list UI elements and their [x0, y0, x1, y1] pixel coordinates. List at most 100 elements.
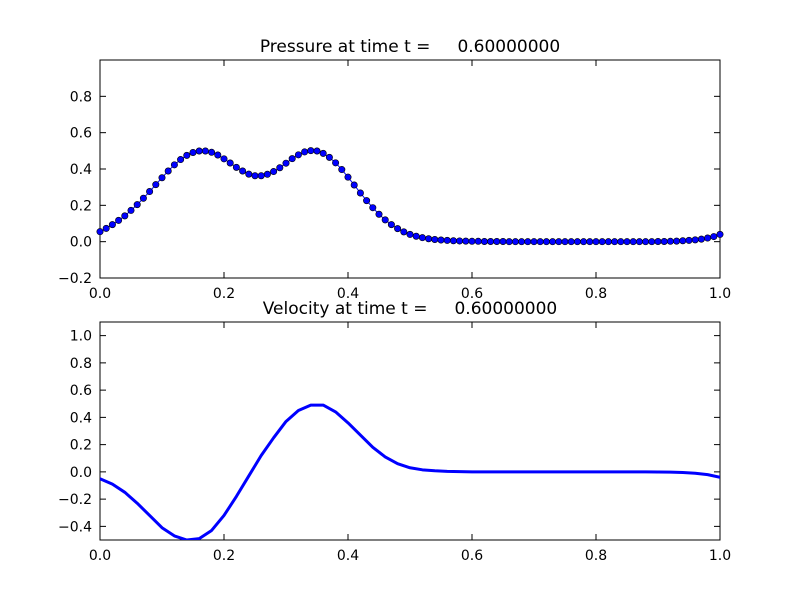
- data-point: [257, 172, 265, 180]
- data-point: [505, 238, 513, 246]
- data-point: [96, 228, 104, 236]
- data-point: [586, 238, 594, 246]
- y-tick-label: 0.8: [70, 356, 92, 372]
- data-point: [431, 235, 439, 243]
- data-point: [499, 237, 507, 245]
- data-point: [642, 238, 650, 246]
- data-point: [108, 221, 116, 229]
- y-tick-label: 0.8: [70, 89, 92, 105]
- data-point: [660, 237, 668, 245]
- y-tick-label: −0.2: [58, 492, 92, 508]
- x-tick-label: 0.0: [89, 548, 111, 564]
- data-point: [356, 189, 364, 197]
- data-point: [623, 238, 631, 246]
- x-tick-label: 0.4: [337, 286, 359, 302]
- data-point: [462, 237, 470, 245]
- y-tick-label: 0.4: [70, 162, 92, 178]
- data-point: [239, 167, 247, 175]
- x-tick-label: 0.2: [213, 286, 235, 302]
- data-point: [139, 194, 147, 202]
- data-point: [319, 149, 327, 157]
- data-point: [313, 147, 321, 155]
- data-point: [152, 181, 160, 189]
- y-tick-label: −0.4: [58, 519, 92, 535]
- data-point: [468, 237, 476, 245]
- data-point: [561, 238, 569, 246]
- data-point: [288, 155, 296, 163]
- data-point: [573, 238, 581, 246]
- data-point: [325, 153, 333, 161]
- data-point: [443, 236, 451, 244]
- data-point: [487, 237, 495, 245]
- data-point: [679, 237, 687, 245]
- y-tick-label: 0.0: [70, 465, 92, 481]
- data-point: [121, 212, 129, 220]
- data-point: [350, 181, 358, 189]
- y-tick-label: 0.0: [70, 235, 92, 251]
- y-tick-label: 0.6: [70, 383, 92, 399]
- data-point: [611, 238, 619, 246]
- x-tick-label: 0.4: [337, 548, 359, 564]
- data-point: [400, 228, 408, 236]
- data-point: [555, 238, 563, 246]
- data-point: [183, 151, 191, 159]
- data-point: [412, 232, 420, 240]
- data-point: [406, 230, 414, 238]
- data-point: [511, 238, 519, 246]
- data-point: [208, 148, 216, 156]
- x-tick-label: 0.6: [461, 286, 483, 302]
- y-tick-label: 0.2: [70, 198, 92, 214]
- data-point: [158, 174, 166, 182]
- data-point: [170, 161, 178, 169]
- data-point: [691, 236, 699, 244]
- data-point: [449, 237, 457, 245]
- data-point: [685, 236, 693, 244]
- data-point: [332, 159, 340, 167]
- y-tick-label: 1.0: [70, 329, 92, 345]
- series-line: [100, 403, 720, 540]
- data-point: [251, 172, 259, 180]
- data-point: [474, 237, 482, 245]
- x-tick-label: 0.6: [461, 548, 483, 564]
- data-point: [146, 188, 154, 196]
- x-tick-label: 0.2: [213, 548, 235, 564]
- x-tick-label: 0.8: [585, 286, 607, 302]
- chart-title: Velocity at time t = 0.60000000: [263, 299, 557, 319]
- x-tick-label: 0.8: [585, 548, 607, 564]
- data-point: [704, 234, 712, 242]
- chart-title: Pressure at time t = 0.60000000: [260, 37, 560, 57]
- data-point: [232, 163, 240, 171]
- data-point: [598, 238, 606, 246]
- data-point: [437, 236, 445, 244]
- y-tick-label: 0.4: [70, 410, 92, 426]
- x-tick-label: 1.0: [709, 286, 731, 302]
- data-point: [666, 237, 674, 245]
- data-point: [115, 216, 123, 224]
- data-point: [530, 238, 538, 246]
- data-point: [480, 237, 488, 245]
- data-point: [344, 173, 352, 181]
- x-tick-label: 0.0: [89, 286, 111, 302]
- data-point: [716, 230, 724, 238]
- data-layer: [100, 403, 720, 540]
- data-point: [220, 155, 228, 163]
- x-tick-label: 1.0: [709, 548, 731, 564]
- data-point: [307, 147, 315, 155]
- y-tick-label: 0.2: [70, 438, 92, 454]
- data-point: [394, 225, 402, 233]
- data-point: [294, 151, 302, 159]
- data-point: [195, 147, 203, 155]
- velocity-plot: 0.0 0.2 0.4 0.6 0.8 1.0 −0.4 −0.2 0.0 0.2 0.4 0.6 0.…: [58, 299, 731, 564]
- plot-frame: [99, 321, 721, 541]
- data-point: [127, 206, 135, 214]
- data-point: [276, 164, 284, 172]
- data-point: [648, 238, 656, 246]
- data-point: [654, 237, 662, 245]
- data-point: [673, 237, 681, 245]
- data-point: [524, 238, 532, 246]
- data-point: [245, 170, 253, 178]
- data-point: [270, 168, 278, 176]
- data-point: [177, 156, 185, 164]
- data-point: [387, 221, 395, 229]
